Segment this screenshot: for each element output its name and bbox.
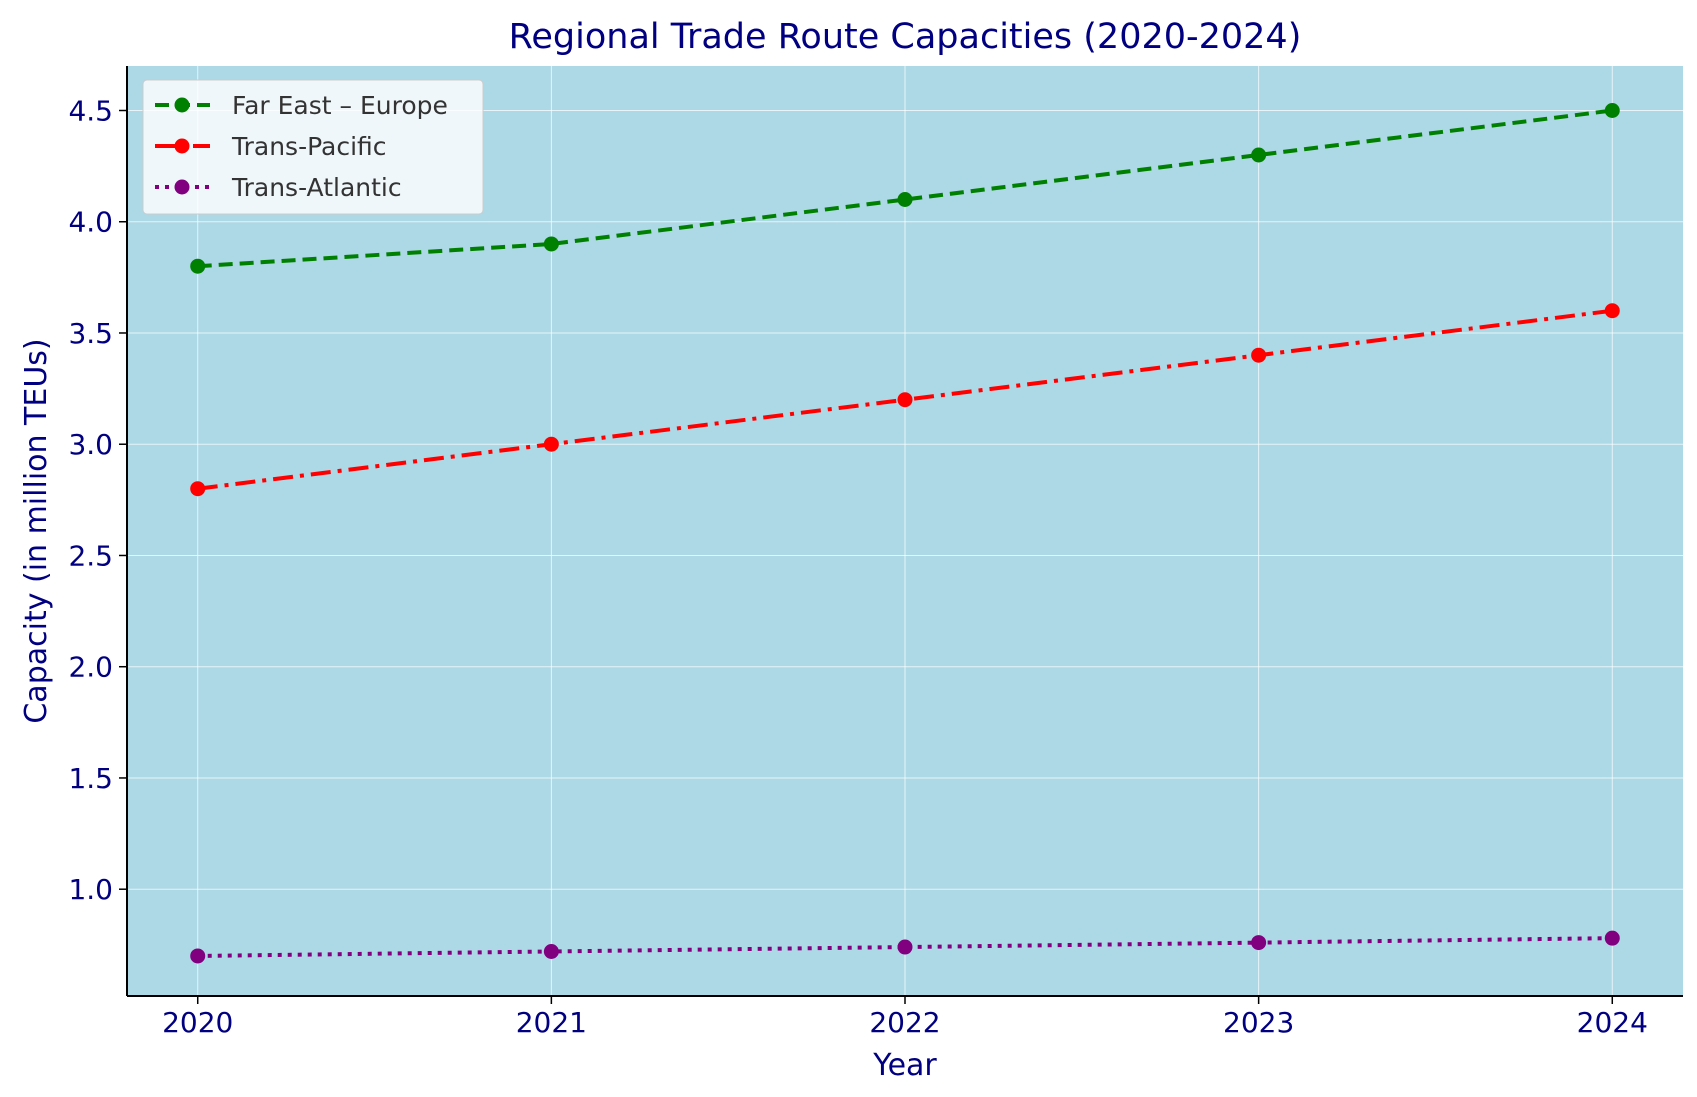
data-point <box>543 236 559 252</box>
legend-box <box>142 79 484 215</box>
x-axis-label: Year <box>872 1048 937 1083</box>
x-tick-label: 2023 <box>1223 1006 1294 1039</box>
data-point <box>1251 347 1267 363</box>
y-tick-label: 2.0 <box>68 651 113 684</box>
legend-swatch-marker <box>174 138 190 154</box>
legend-swatch-marker <box>174 179 190 195</box>
data-point <box>897 392 913 408</box>
x-tick-label: 2021 <box>516 1006 587 1039</box>
y-tick-label: 1.0 <box>68 873 113 906</box>
data-point <box>1604 930 1620 946</box>
series-layer <box>190 102 1620 964</box>
x-tick-label: 2022 <box>869 1006 940 1039</box>
data-point <box>190 481 206 497</box>
series-line <box>197 108 1613 269</box>
data-point <box>897 939 913 955</box>
data-point <box>190 258 206 274</box>
data-point <box>1251 935 1267 951</box>
data-point <box>1604 102 1620 118</box>
x-tick-label: 2024 <box>1577 1006 1648 1039</box>
y-axis-label: Capacity (in million TEUs) <box>19 338 54 723</box>
legend-label: Trans-Pacific <box>231 132 387 161</box>
y-ticks: 1.0 1.5 2.0 2.5 3.0 3.5 4.0 4.5 <box>68 94 127 906</box>
y-tick-label: 1.5 <box>68 762 113 795</box>
data-point <box>543 436 559 452</box>
legend-label: Far East – Europe <box>232 91 448 120</box>
data-point <box>1604 303 1620 319</box>
data-point <box>1251 147 1267 163</box>
x-tick-label: 2020 <box>162 1006 233 1039</box>
data-point <box>190 948 206 964</box>
legend-label: Trans-Atlantic <box>231 173 402 202</box>
data-point <box>897 191 913 207</box>
chart-title: Regional Trade Route Capacities (2020-20… <box>509 17 1302 57</box>
data-point <box>543 944 559 960</box>
legend-swatch-marker <box>174 97 190 113</box>
y-tick-label: 4.5 <box>68 94 113 127</box>
legend: Far East – Europe Trans-Pacific Trans-Atla… <box>142 79 484 215</box>
y-tick-label: 2.5 <box>68 539 113 572</box>
y-tick-label: 4.0 <box>68 206 113 239</box>
y-tick-label: 3.5 <box>68 317 113 350</box>
x-ticks: 2020 2021 2022 2023 2024 <box>162 996 1648 1039</box>
y-tick-label: 3.0 <box>68 428 113 461</box>
